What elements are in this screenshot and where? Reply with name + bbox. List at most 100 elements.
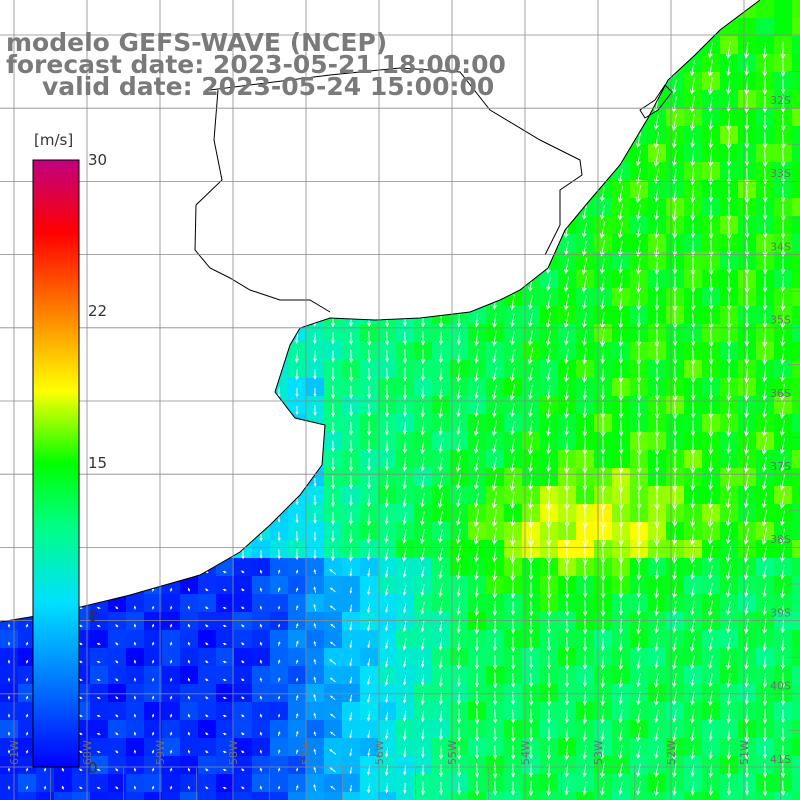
wind-cell [288, 666, 307, 685]
wind-arrow [726, 654, 731, 671]
wind-cell [126, 648, 145, 667]
wind-arrow [25, 569, 29, 574]
wind-arrow [636, 781, 641, 796]
wind-cell [576, 0, 595, 19]
wind-arrow [132, 350, 137, 363]
wind-arrow [744, 781, 750, 796]
wind-cell [468, 180, 487, 199]
wind-arrow [744, 655, 749, 670]
wind-cell [216, 720, 235, 739]
wind-arrow [780, 456, 785, 473]
wind-cell [324, 198, 343, 217]
wind-arrow [617, 275, 623, 294]
wind-arrow [222, 224, 227, 237]
wind-arrow [313, 332, 317, 345]
wind-cell [108, 0, 127, 19]
wind-cell [666, 144, 685, 163]
wind-arrow [618, 472, 625, 493]
wind-arrow [366, 169, 371, 184]
wind-arrow [259, 785, 263, 790]
wind-cell [108, 540, 127, 559]
wind-cell [396, 288, 415, 307]
wind-cell [504, 90, 523, 109]
wind-arrow [313, 388, 317, 397]
wind-arrow [689, 636, 695, 653]
wind-cell [126, 702, 145, 721]
wind-cell [324, 648, 343, 667]
wind-arrow [456, 727, 462, 742]
wind-cell [72, 108, 91, 127]
wind-cell [756, 504, 775, 523]
longitude-label: 53W [592, 740, 605, 765]
wind-arrow [456, 744, 462, 761]
wind-cell [90, 504, 109, 523]
wind-cell [792, 144, 800, 163]
wind-cell [288, 306, 307, 325]
wind-arrow [367, 403, 372, 418]
wind-cell [108, 648, 127, 667]
wind-cell [198, 756, 217, 775]
wind-arrow [744, 60, 749, 77]
wind-cell [18, 684, 37, 703]
wind-cell [180, 576, 199, 595]
wind-arrow [708, 419, 714, 438]
wind-cell [306, 666, 325, 685]
wind-cell [306, 720, 325, 739]
wind-cell [792, 450, 800, 469]
wind-arrow [564, 331, 569, 346]
wind-arrow [348, 547, 353, 562]
wind-arrow [277, 713, 281, 718]
wind-arrow [672, 744, 677, 761]
wind-cell [648, 54, 667, 73]
wind-arrow [259, 405, 263, 416]
wind-arrow [636, 544, 642, 565]
wind-cell [612, 126, 631, 145]
wind-arrow [241, 496, 245, 505]
wind-arrow [313, 748, 317, 755]
wind-arrow [581, 257, 588, 276]
wind-cell [270, 450, 289, 469]
wind-cell [0, 108, 19, 127]
wind-arrow [312, 116, 317, 129]
wind-cell [180, 684, 199, 703]
wind-arrow [672, 673, 677, 688]
wind-arrow [672, 330, 678, 347]
wind-cell [648, 720, 667, 739]
wind-arrow [6, 170, 11, 183]
wind-cell [378, 576, 397, 595]
wind-cell [0, 648, 19, 667]
wind-arrow [636, 582, 642, 599]
wind-cell [756, 414, 775, 433]
wind-arrow [312, 152, 317, 165]
wind-arrow [330, 242, 335, 255]
wind-arrow [654, 329, 660, 348]
wind-cell [180, 144, 199, 163]
wind-arrow [726, 637, 731, 652]
wind-arrow [672, 763, 677, 778]
wind-cell [252, 396, 271, 415]
wind-cell [0, 0, 19, 19]
wind-arrow [456, 133, 462, 148]
wind-arrow [492, 132, 498, 149]
wind-arrow [205, 477, 209, 488]
wind-arrow [205, 549, 209, 560]
wind-arrow [708, 186, 714, 203]
wind-arrow [366, 223, 371, 238]
wind-cell [306, 540, 325, 559]
wind-arrow [474, 240, 480, 257]
longitude-label: 58W [227, 740, 240, 765]
wind-arrow [636, 763, 641, 778]
wind-cell [216, 216, 235, 235]
wind-cell [774, 432, 793, 451]
wind-arrow [618, 168, 623, 185]
wind-arrow [329, 731, 336, 737]
wind-arrow [439, 710, 443, 723]
wind-cell [792, 594, 800, 613]
wind-cell [432, 540, 451, 559]
wind-cell [792, 522, 800, 541]
wind-cell [540, 180, 559, 199]
wind-cell [648, 684, 667, 703]
wind-arrow [762, 41, 768, 60]
wind-arrow [690, 365, 696, 384]
wind-arrow [600, 655, 605, 670]
